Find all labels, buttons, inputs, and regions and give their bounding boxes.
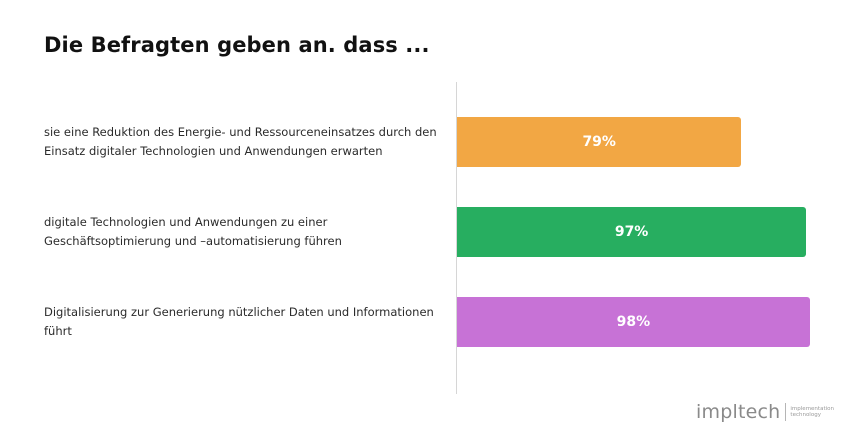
logo-separator [785, 403, 787, 421]
category-label-1: sie eine Reduktion des Energie- und Ress… [44, 125, 437, 158]
bar-value-label-3: 98% [616, 314, 651, 330]
category-label-3: Digitalisierung zur Generierung nützlich… [44, 305, 434, 338]
bar-value-label-2: 97% [614, 224, 649, 240]
logo-tagline-line-1: implementation [790, 405, 834, 412]
logo-tagline-line-2: technology [790, 412, 821, 418]
impltech-logo: impltech implementation technology [696, 401, 834, 423]
bar-energy-reduction: 79% [457, 117, 742, 167]
axis-baseline [456, 82, 457, 394]
category-label-2: digitale Technologien und Anwendungen zu… [44, 215, 342, 248]
chart-title: Die Befragten geben an. dass ... [44, 33, 430, 57]
bar-value-label-1: 79% [582, 134, 616, 150]
bar-data-generation: 98% [457, 297, 810, 347]
bar-business-optimization: 97% [457, 207, 807, 257]
logo-wordmark: impltech [696, 401, 781, 423]
logo-tagline: implementation technology [790, 406, 834, 419]
